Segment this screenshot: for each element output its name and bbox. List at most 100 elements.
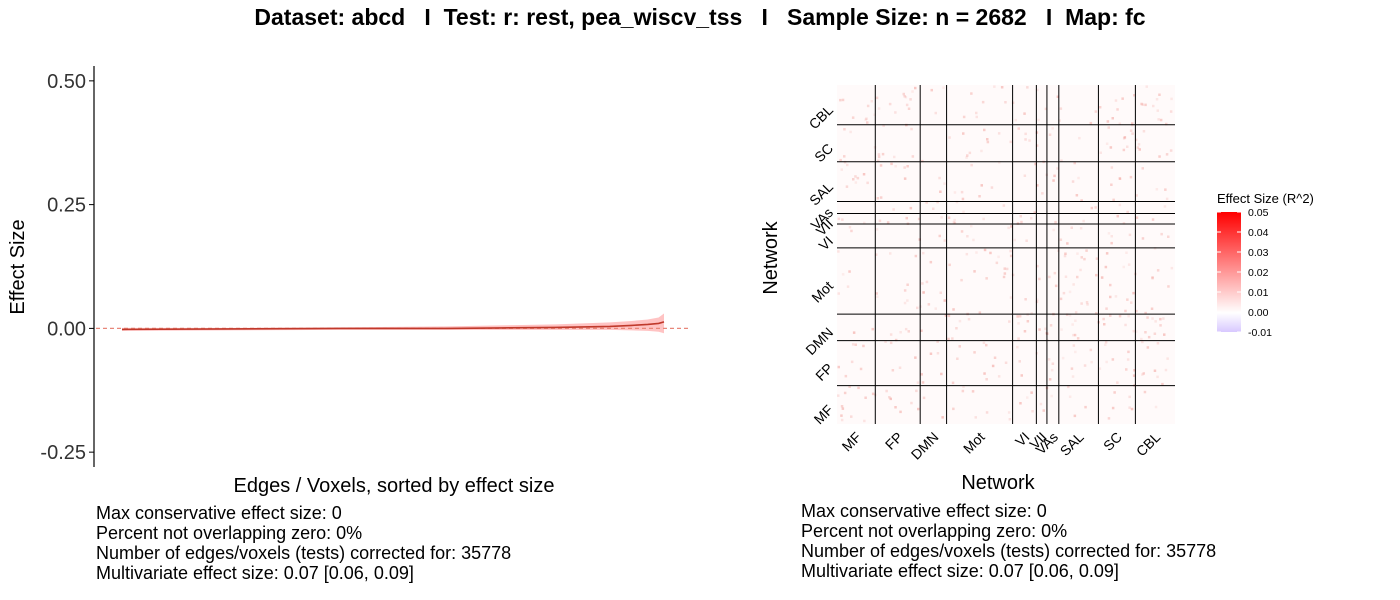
- heatmap-cell: [886, 221, 890, 224]
- heatmap-cell: [914, 356, 917, 359]
- heatmap-cell: [981, 100, 985, 104]
- heatmap-cell: [911, 155, 915, 158]
- heatmap-cell: [852, 178, 855, 181]
- heatmap-cell: [1165, 197, 1169, 201]
- heatmap-cell: [888, 102, 892, 106]
- heatmap-cell: [1169, 110, 1173, 113]
- confidence-ribbon: [122, 313, 664, 334]
- heatmap-cell: [936, 340, 939, 343]
- heatmap-cell: [1114, 99, 1118, 102]
- heatmap-cell: [1165, 122, 1168, 126]
- heatmap-cell: [1014, 118, 1017, 122]
- heatmap-cell: [1105, 360, 1108, 364]
- heatmap-cell: [1068, 314, 1072, 317]
- heatmap-cell: [877, 155, 881, 159]
- heatmap-cell: [1170, 266, 1174, 270]
- heatmap-cell: [1158, 155, 1161, 158]
- heatmap-cell: [953, 218, 956, 222]
- heatmap-cell: [1141, 167, 1144, 170]
- heatmap-cell: [1122, 222, 1126, 225]
- heatmap-cell: [1124, 309, 1127, 313]
- heatmap-cell: [953, 221, 957, 225]
- heatmap-cell: [1009, 254, 1013, 258]
- heatmap-cell: [1164, 368, 1168, 372]
- heatmap-cell: [1109, 295, 1112, 299]
- legend-tick-label: 0.01: [1248, 287, 1269, 299]
- heatmap-cell: [927, 303, 931, 306]
- heatmap-cell: [909, 98, 912, 101]
- heatmap-cell: [1129, 129, 1133, 132]
- heatmap-cell: [1051, 127, 1054, 130]
- heatmap-background: [837, 85, 1175, 424]
- heatmap-cell: [841, 407, 845, 410]
- heatmap-cell: [903, 177, 907, 180]
- x-axis-label: Edges / Voxels, sorted by effect size: [234, 475, 555, 497]
- heatmap-cell: [1036, 264, 1039, 268]
- heatmap-cell: [1010, 225, 1013, 228]
- heatmap-cell: [878, 219, 882, 223]
- heatmap-cell: [1044, 107, 1048, 111]
- heatmap-cell: [952, 220, 956, 224]
- y-network-label: SC: [811, 140, 836, 165]
- heatmap-cell: [1106, 120, 1110, 123]
- heatmap-cell: [973, 351, 976, 354]
- heatmap-cell: [865, 117, 868, 120]
- heatmap-cell: [1035, 300, 1039, 304]
- heatmap-cell: [1030, 312, 1033, 315]
- heatmap-cell: [1041, 192, 1044, 195]
- x-network-label: DMN: [908, 429, 942, 463]
- heatmap-cell: [1047, 358, 1051, 361]
- heatmap-cell: [980, 149, 983, 153]
- left-stats: Max conservative effect size: 0 Percent …: [96, 503, 511, 583]
- heatmap-cell: [1165, 153, 1168, 156]
- heatmap-cell: [925, 201, 928, 204]
- heatmap-cell: [1003, 267, 1006, 270]
- y-network-label: MF: [811, 402, 837, 428]
- heatmap-cell: [1054, 220, 1057, 224]
- heatmap-cell: [1159, 118, 1163, 122]
- heatmap-cell: [882, 124, 885, 127]
- heatmap-cell: [1085, 301, 1089, 304]
- legend-title: Effect Size (R^2): [1217, 191, 1314, 206]
- heatmap-cell: [1131, 122, 1134, 125]
- heatmap-cell: [951, 381, 955, 385]
- heatmap-cell: [1024, 132, 1027, 136]
- heatmap-cell: [1128, 406, 1131, 409]
- heatmap-cell: [914, 86, 917, 90]
- heatmap-cell: [841, 98, 845, 102]
- heatmap-cell: [993, 356, 997, 359]
- heatmap-cell: [921, 159, 924, 163]
- heatmap-cell: [1159, 324, 1162, 327]
- heatmap-cell: [1137, 143, 1141, 146]
- heatmap-cell: [903, 95, 906, 98]
- heatmap-cell: [929, 260, 933, 264]
- x-network-label: SC: [1100, 429, 1125, 454]
- heatmap-cell: [1126, 145, 1129, 148]
- heatmap-cell: [1130, 407, 1134, 411]
- heatmap-cell: [854, 181, 858, 184]
- heatmap-cell: [943, 182, 946, 185]
- heatmap-cell: [1017, 337, 1020, 340]
- heatmap-cell: [973, 270, 976, 273]
- stat-line: Percent not overlapping zero: 0%: [801, 521, 1068, 541]
- heatmap-cell: [879, 164, 883, 167]
- heatmap-cell: [905, 103, 909, 107]
- heatmap-cell: [863, 221, 866, 225]
- heatmap-cell: [1083, 257, 1086, 261]
- heatmap-cell: [862, 344, 865, 348]
- heatmap-cell: [922, 251, 925, 255]
- heatmap-cell: [1133, 94, 1136, 97]
- heatmap-cell: [1053, 174, 1056, 178]
- heatmap-cell: [972, 238, 975, 242]
- y-network-label: Mot: [808, 278, 836, 306]
- heatmap-cell: [1024, 298, 1027, 301]
- heatmap-cell: [837, 365, 840, 369]
- heatmap-cell: [1053, 271, 1057, 275]
- heatmap-cell: [1071, 180, 1075, 183]
- heatmap-cell: [1086, 303, 1089, 306]
- heatmap-cell: [1056, 95, 1060, 98]
- heatmap-cell: [1005, 267, 1009, 271]
- heatmap-cell: [906, 299, 909, 302]
- heatmap-cell: [1052, 179, 1055, 182]
- heatmap-cell: [966, 154, 969, 157]
